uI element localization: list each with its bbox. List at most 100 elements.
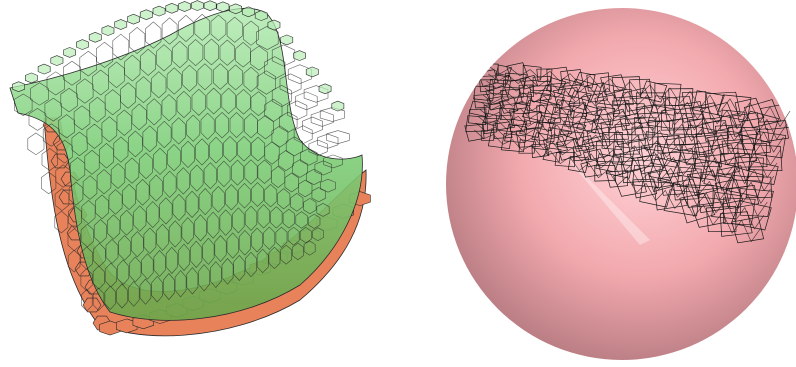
mesh-cell xyxy=(41,148,58,171)
mesh-cell xyxy=(323,154,343,169)
mesh-cell xyxy=(151,71,167,99)
mesh-cell xyxy=(250,45,268,71)
mesh-cell xyxy=(60,87,78,113)
mesh-cell xyxy=(264,56,286,80)
wire-quad xyxy=(510,118,528,133)
wire-quad xyxy=(495,64,513,78)
wire-quad xyxy=(532,75,552,91)
mesh-cell xyxy=(278,150,294,171)
wire-quad xyxy=(482,121,498,135)
mesh-cell xyxy=(113,136,129,163)
mesh-cell xyxy=(92,287,105,311)
wire-quad xyxy=(632,165,661,188)
mesh-cell xyxy=(140,48,156,76)
mesh-cell xyxy=(237,135,251,162)
wire-quad xyxy=(727,126,758,151)
wire-quad xyxy=(538,94,565,116)
ridge-cell xyxy=(127,13,140,25)
mesh-cell xyxy=(80,223,94,248)
mesh-cell xyxy=(168,220,182,248)
ridge-cell xyxy=(254,10,268,21)
wire-quad xyxy=(650,145,682,168)
mesh-cell xyxy=(159,197,173,225)
wire-quad xyxy=(635,92,667,115)
green-mesh-cells xyxy=(12,0,350,312)
mesh-cell xyxy=(263,226,276,250)
mesh-cell xyxy=(105,238,119,264)
mesh-cell xyxy=(285,136,303,157)
wire-quad xyxy=(600,74,627,96)
mesh-cell xyxy=(176,90,192,119)
edge-cell xyxy=(50,153,70,169)
mesh-cell xyxy=(295,211,308,229)
wire-strand xyxy=(481,101,775,192)
wire-quad xyxy=(567,78,598,102)
mesh-cell xyxy=(245,251,257,278)
wire-quad xyxy=(546,127,570,146)
wire-quad xyxy=(650,95,677,116)
wire-quad xyxy=(582,148,607,168)
ridge-cell xyxy=(203,0,217,12)
mesh-cell xyxy=(181,140,195,169)
mesh-cell xyxy=(163,273,175,301)
mesh-cell xyxy=(271,44,296,67)
wire-quad xyxy=(639,180,674,208)
mesh-cell xyxy=(257,115,274,140)
wire-quad xyxy=(733,156,764,182)
mesh-cell xyxy=(124,157,140,184)
wire-quad xyxy=(627,138,653,159)
mesh-cell xyxy=(319,107,345,122)
mesh-cell xyxy=(295,91,318,111)
mesh-cell xyxy=(195,138,209,166)
wire-quad xyxy=(716,165,748,191)
mesh-cell xyxy=(190,240,203,268)
wire-quad xyxy=(660,147,696,175)
mesh-cell xyxy=(174,270,187,298)
mesh-cell xyxy=(303,240,316,256)
wire-quad xyxy=(556,130,585,150)
wire-quad xyxy=(611,76,641,99)
wire-quad xyxy=(590,118,612,136)
ridge-cell xyxy=(12,81,25,93)
wire-quad xyxy=(613,88,634,105)
mesh-cell xyxy=(135,76,152,104)
mesh-cell xyxy=(128,281,140,307)
wire-quad xyxy=(582,135,611,161)
wire-quad xyxy=(739,188,774,217)
wire-quad xyxy=(554,151,575,168)
wire-quad xyxy=(714,178,744,205)
mesh-cell xyxy=(118,235,131,261)
wire-quad xyxy=(673,112,704,135)
ridge-cell xyxy=(76,39,89,50)
mesh-cell xyxy=(200,112,215,140)
green-upper-layer xyxy=(9,8,363,321)
mesh-cell xyxy=(80,246,93,270)
mesh-cell xyxy=(181,217,194,245)
ridge-cell xyxy=(88,31,102,43)
mesh-cell xyxy=(256,248,269,274)
mesh-cell xyxy=(268,246,281,270)
wire-quad xyxy=(487,129,513,149)
wire-quad xyxy=(567,155,590,173)
wire-quad xyxy=(605,154,634,179)
mesh-cell xyxy=(198,264,210,292)
mesh-cell xyxy=(279,73,302,95)
mesh-cell xyxy=(244,159,258,185)
mesh-cell xyxy=(197,63,213,91)
wire-quad xyxy=(706,205,737,233)
mesh-cell xyxy=(67,249,81,273)
mesh-cell xyxy=(264,141,280,165)
wire-quad xyxy=(586,72,610,92)
mesh-cell xyxy=(167,143,181,172)
wire-quad xyxy=(620,159,647,184)
wire-quad xyxy=(515,127,541,148)
mesh-cell xyxy=(244,205,258,231)
wire-quad xyxy=(647,120,671,138)
wire-strand xyxy=(482,94,778,179)
mesh-cell xyxy=(308,213,321,229)
mesh-cell xyxy=(203,162,217,190)
wire-quad xyxy=(612,100,631,117)
mesh-cell xyxy=(156,44,172,72)
mesh-cell xyxy=(238,229,251,256)
mesh-cell xyxy=(172,193,186,222)
